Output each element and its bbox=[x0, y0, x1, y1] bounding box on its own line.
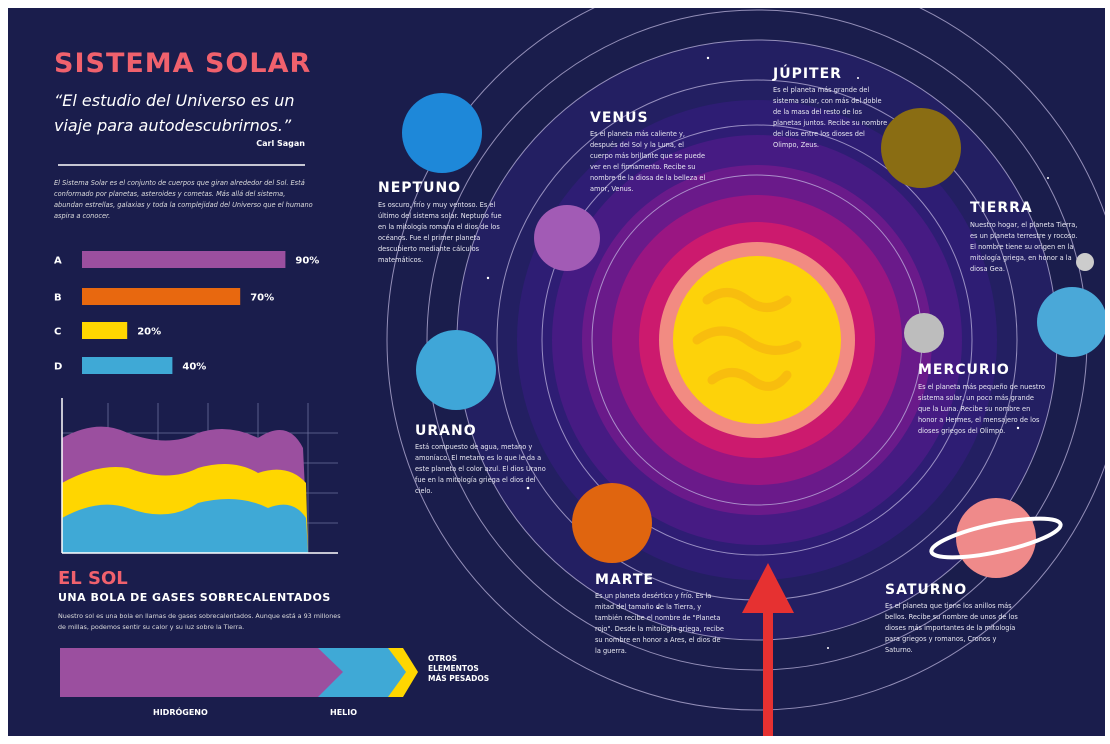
area-chart bbox=[62, 398, 338, 553]
planet-name: SATURNO bbox=[885, 582, 967, 598]
bar-category: B bbox=[54, 293, 62, 304]
planet-text: Es oscuro, frío y muy ventoso. Es el últ… bbox=[378, 200, 506, 266]
planet-name: TIERRA bbox=[970, 200, 1033, 216]
bar-value-label: 40% bbox=[182, 362, 206, 373]
earth bbox=[1037, 287, 1105, 357]
sun-text: Nuestro sol es una bola en llamas de gas… bbox=[58, 611, 348, 633]
saturn bbox=[956, 498, 1036, 578]
bar-category: A bbox=[54, 256, 62, 267]
sun-subtitle: UNA BOLA DE GASES SOBRECALENTADOS bbox=[58, 591, 331, 604]
sun-title: EL SOL bbox=[58, 568, 128, 589]
composition-label: HIDRÓGENO bbox=[153, 708, 208, 717]
author: Carl Sagan bbox=[208, 139, 305, 148]
bar bbox=[82, 251, 285, 268]
title: SISTEMA SOLAR bbox=[54, 48, 311, 79]
bar bbox=[82, 322, 127, 339]
uranus bbox=[416, 330, 496, 410]
bar-chart: A 90% B 70% C 20% D 40% bbox=[54, 251, 319, 374]
planet-text: Nuestro hogar, el planeta Tierra, es un … bbox=[970, 220, 1080, 275]
planet-name: MARTE bbox=[595, 572, 654, 588]
quote: “El estudio del Universo es un viaje par… bbox=[54, 88, 324, 138]
star bbox=[707, 57, 709, 59]
neptune bbox=[402, 93, 482, 173]
planet-text: Es un planeta desértico y frío. Es la mi… bbox=[595, 591, 727, 657]
bar-category: C bbox=[54, 327, 61, 338]
composition-bar bbox=[60, 648, 418, 697]
mars bbox=[572, 483, 652, 563]
composition-label: OTROS ELEMENTOS MÁS PESADOS bbox=[428, 654, 498, 684]
bar-value-label: 90% bbox=[295, 256, 319, 267]
page: A 90% B 70% C 20% D 40% SISTEMA SOLAR “El estud… bbox=[0, 0, 1110, 744]
venus bbox=[534, 205, 600, 271]
composition-label: HELIO bbox=[330, 708, 357, 717]
star bbox=[827, 647, 829, 649]
bar-value-label: 20% bbox=[137, 327, 161, 338]
planet-text: Es el planeta más grande del sistema sol… bbox=[773, 85, 891, 151]
star bbox=[857, 77, 859, 79]
star bbox=[487, 277, 489, 279]
bar bbox=[82, 357, 172, 374]
bar-category: D bbox=[54, 362, 62, 373]
planet-text: Es el planeta más caliente y, después de… bbox=[590, 129, 708, 195]
bar bbox=[82, 288, 240, 305]
planet-text: Es el planeta más pequeño de nuestro sis… bbox=[918, 382, 1048, 437]
planet-name: URANO bbox=[415, 423, 477, 439]
poster: A 90% B 70% C 20% D 40% SISTEMA SOLAR “El estud… bbox=[8, 8, 1105, 736]
planet-name: VENUS bbox=[590, 110, 649, 126]
star bbox=[1047, 177, 1049, 179]
planet-name: MERCURIO bbox=[918, 362, 1010, 378]
intro: El Sistema Solar es el conjunto de cuerp… bbox=[54, 178, 316, 222]
mercury bbox=[904, 313, 944, 353]
planet-name: NEPTUNO bbox=[378, 180, 461, 196]
planet-name: JÚPITER bbox=[773, 66, 842, 82]
jupiter bbox=[881, 108, 961, 188]
bar-value-label: 70% bbox=[250, 293, 274, 304]
planet-text: Es el planeta que tiene los anillos más … bbox=[885, 601, 1025, 656]
planet-text: Está compuesto de agua, metano y amoníac… bbox=[415, 442, 550, 497]
segment bbox=[60, 648, 343, 697]
